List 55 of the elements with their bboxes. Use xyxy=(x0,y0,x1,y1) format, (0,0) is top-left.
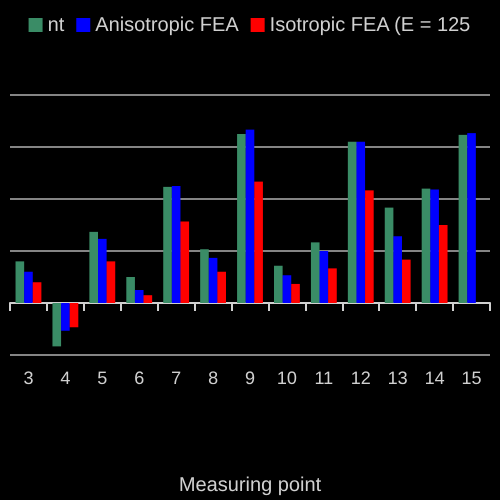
bar xyxy=(246,130,254,303)
x-tick-label: 7 xyxy=(171,368,182,388)
x-tick-label: 9 xyxy=(244,368,256,388)
x-tick-label: 8 xyxy=(208,368,218,388)
bar xyxy=(422,188,430,303)
bar xyxy=(393,236,402,303)
bar xyxy=(384,208,394,303)
bar xyxy=(274,266,283,303)
bar xyxy=(144,295,152,303)
bar xyxy=(402,260,411,303)
bar xyxy=(32,282,42,303)
x-tick-label: 15 xyxy=(462,368,482,388)
x-tick-label: 3 xyxy=(23,368,34,388)
bar xyxy=(438,225,448,303)
x-tick-label: 14 xyxy=(424,368,445,388)
x-tick-label: 4 xyxy=(60,368,70,388)
bar xyxy=(24,272,33,303)
bar xyxy=(180,222,190,303)
x-tick-label: 5 xyxy=(97,368,108,388)
bar xyxy=(467,133,476,303)
x-tick-label: 12 xyxy=(350,368,371,388)
x-tick-label: 6 xyxy=(134,368,144,388)
legend-label: nt xyxy=(48,14,65,36)
bar xyxy=(365,190,374,303)
legend-label: Isotropic FEA (E = 125 xyxy=(270,14,470,36)
bar xyxy=(70,303,78,328)
bar xyxy=(458,134,468,303)
bar xyxy=(237,134,246,303)
bar xyxy=(172,186,180,303)
x-axis-title: Measuring point xyxy=(178,474,322,496)
x-tick-label: 10 xyxy=(276,368,297,388)
bar xyxy=(61,303,70,331)
x-tick-label: 13 xyxy=(388,368,408,388)
bar xyxy=(348,142,356,303)
bar xyxy=(89,232,98,303)
bar xyxy=(98,238,107,303)
bar xyxy=(163,186,172,303)
legend-label: Anisotropic FEA xyxy=(95,14,240,36)
bar xyxy=(126,277,135,303)
bar xyxy=(291,284,300,303)
bar xyxy=(134,290,144,303)
bar xyxy=(106,261,116,303)
bar xyxy=(16,261,24,303)
bar xyxy=(320,251,328,303)
bar xyxy=(356,142,366,303)
bar xyxy=(310,242,320,303)
bar xyxy=(328,268,337,303)
bar xyxy=(282,275,292,303)
bar xyxy=(430,189,439,303)
bar xyxy=(254,182,263,303)
bar xyxy=(208,258,218,303)
bar xyxy=(217,272,226,303)
bar xyxy=(200,249,209,303)
bar xyxy=(52,303,62,346)
x-tick-label: 11 xyxy=(314,368,334,388)
